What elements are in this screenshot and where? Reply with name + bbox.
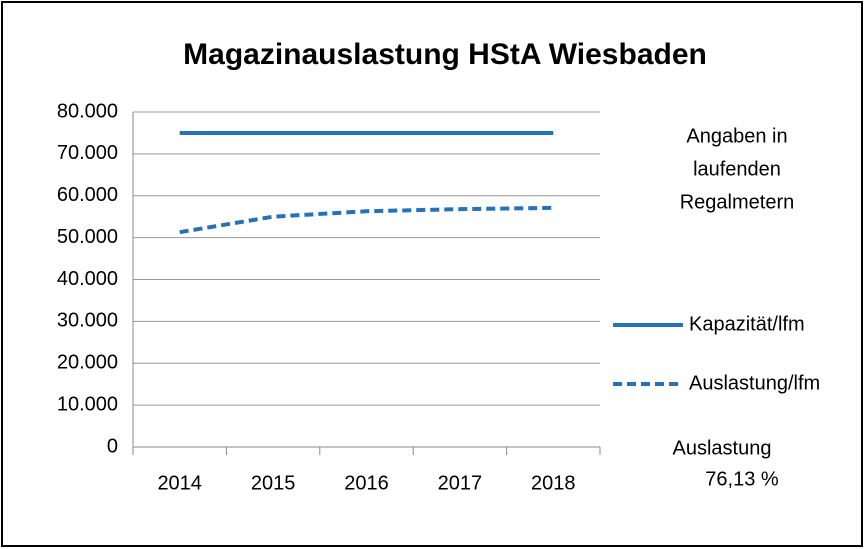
x-tick-label: 2015	[251, 472, 296, 494]
annotation: laufenden	[693, 158, 781, 180]
y-tick-label: 20.000	[57, 352, 118, 374]
annotation: Regalmetern	[680, 191, 795, 213]
annotation: Angaben in	[686, 125, 787, 147]
x-tick-label: 2016	[344, 472, 389, 494]
y-tick-label: 0	[107, 435, 118, 457]
y-tick-label: 60.000	[57, 184, 118, 206]
annotation: Auslastung	[673, 437, 772, 459]
y-tick-label: 80.000	[57, 100, 118, 122]
chart-title: Magazinauslastung HStA Wiesbaden	[183, 38, 707, 71]
x-tick-label: 2018	[531, 472, 576, 494]
annotation: 76,13 %	[705, 468, 779, 490]
y-tick-label: 30.000	[57, 310, 118, 332]
x-tick-label: 2014	[157, 472, 202, 494]
y-tick-label: 40.000	[57, 268, 118, 290]
y-tick-label: 70.000	[57, 142, 118, 164]
series-line	[179, 205, 554, 235]
y-tick-label: 50.000	[57, 226, 118, 248]
x-tick-label: 2017	[438, 472, 483, 494]
legend-label: Auslastung/lfm	[689, 372, 820, 394]
legend-label: Kapazität/lfm	[689, 313, 805, 335]
y-tick-label: 10.000	[57, 393, 118, 415]
